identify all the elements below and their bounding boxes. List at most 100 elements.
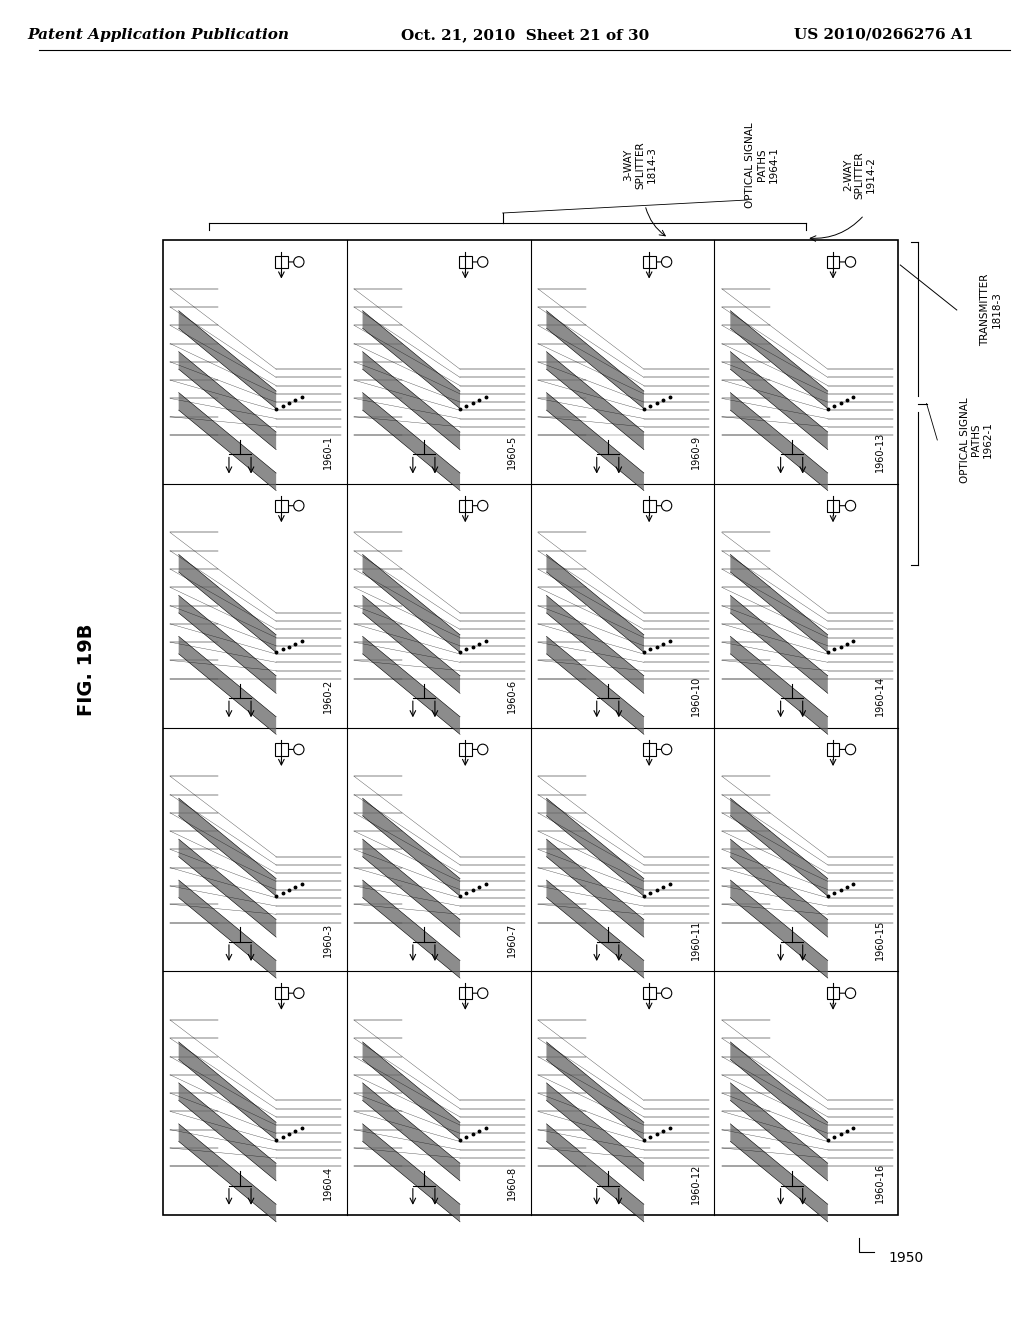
Polygon shape	[730, 310, 827, 409]
Polygon shape	[178, 799, 276, 896]
Polygon shape	[547, 1123, 644, 1222]
Text: Oct. 21, 2010  Sheet 21 of 30: Oct. 21, 2010 Sheet 21 of 30	[401, 28, 649, 42]
Polygon shape	[730, 840, 827, 937]
Circle shape	[662, 987, 672, 998]
Bar	[274, 256, 288, 268]
Polygon shape	[178, 595, 276, 693]
Circle shape	[846, 256, 856, 267]
Bar	[643, 256, 655, 268]
Polygon shape	[730, 392, 827, 491]
Bar	[274, 499, 288, 512]
Circle shape	[846, 500, 856, 511]
Circle shape	[477, 500, 487, 511]
Bar	[643, 743, 655, 755]
Bar	[274, 987, 288, 999]
Text: 1960-13: 1960-13	[874, 432, 885, 473]
Polygon shape	[730, 554, 827, 652]
Text: 1960-3: 1960-3	[324, 923, 333, 957]
Bar	[459, 743, 472, 755]
Bar	[826, 743, 840, 755]
Text: TRANSMITTER
1818-3: TRANSMITTER 1818-3	[980, 273, 1001, 346]
Circle shape	[477, 987, 487, 998]
Polygon shape	[362, 351, 460, 450]
Polygon shape	[178, 1041, 276, 1140]
Circle shape	[294, 987, 304, 998]
Text: 1960-15: 1960-15	[874, 919, 885, 960]
Text: 1960-12: 1960-12	[691, 1163, 701, 1204]
Polygon shape	[178, 880, 276, 978]
Circle shape	[662, 256, 672, 267]
Polygon shape	[547, 392, 644, 491]
Polygon shape	[178, 554, 276, 652]
Polygon shape	[547, 799, 644, 896]
Polygon shape	[730, 880, 827, 978]
Polygon shape	[730, 351, 827, 450]
Polygon shape	[178, 351, 276, 450]
Text: 1960-11: 1960-11	[691, 920, 701, 960]
Bar	[643, 499, 655, 512]
Circle shape	[477, 256, 487, 267]
Polygon shape	[362, 392, 460, 491]
Circle shape	[294, 500, 304, 511]
Text: US 2010/0266276 A1: US 2010/0266276 A1	[794, 28, 974, 42]
Text: 1960-7: 1960-7	[507, 923, 517, 957]
Polygon shape	[547, 1082, 644, 1181]
Polygon shape	[547, 880, 644, 978]
Text: OPTICAL SIGNAL
PATHS
1962-1: OPTICAL SIGNAL PATHS 1962-1	[959, 397, 993, 483]
Polygon shape	[178, 840, 276, 937]
Text: 1960-1: 1960-1	[324, 436, 333, 469]
Circle shape	[662, 500, 672, 511]
Polygon shape	[730, 1041, 827, 1140]
Bar	[459, 499, 472, 512]
Polygon shape	[362, 840, 460, 937]
Bar	[274, 743, 288, 755]
Polygon shape	[362, 1082, 460, 1181]
Polygon shape	[178, 310, 276, 409]
Polygon shape	[362, 1123, 460, 1222]
Polygon shape	[178, 636, 276, 734]
Polygon shape	[362, 554, 460, 652]
Circle shape	[662, 744, 672, 755]
Polygon shape	[547, 595, 644, 693]
Text: 1960-8: 1960-8	[507, 1167, 517, 1200]
Polygon shape	[547, 1041, 644, 1140]
Text: 1960-6: 1960-6	[507, 678, 517, 713]
Text: 1960-16: 1960-16	[874, 1163, 885, 1204]
Polygon shape	[362, 636, 460, 734]
Text: 1960-14: 1960-14	[874, 676, 885, 715]
Circle shape	[846, 987, 856, 998]
Text: OPTICAL SIGNAL
PATHS
1964-1: OPTICAL SIGNAL PATHS 1964-1	[745, 123, 778, 207]
Polygon shape	[547, 351, 644, 450]
Polygon shape	[362, 880, 460, 978]
Polygon shape	[730, 1082, 827, 1181]
Polygon shape	[730, 595, 827, 693]
Bar	[826, 987, 840, 999]
Polygon shape	[178, 392, 276, 491]
Bar	[459, 987, 472, 999]
Polygon shape	[178, 1123, 276, 1222]
Polygon shape	[730, 636, 827, 734]
Polygon shape	[362, 595, 460, 693]
Text: 1960-2: 1960-2	[324, 678, 333, 713]
Text: 1950: 1950	[889, 1251, 924, 1265]
Text: 1960-5: 1960-5	[507, 434, 517, 469]
Polygon shape	[362, 799, 460, 896]
Text: 1960-10: 1960-10	[691, 676, 701, 715]
Text: 2-WAY
SPLITTER
1914-2: 2-WAY SPLITTER 1914-2	[843, 152, 876, 199]
Polygon shape	[547, 554, 644, 652]
Text: 1960-9: 1960-9	[691, 436, 701, 469]
Polygon shape	[178, 1082, 276, 1181]
Polygon shape	[362, 310, 460, 409]
Bar	[163, 240, 898, 1214]
Polygon shape	[547, 636, 644, 734]
Polygon shape	[730, 799, 827, 896]
Text: 3-WAY
SPLITTER
1814-3: 3-WAY SPLITTER 1814-3	[624, 141, 656, 189]
Circle shape	[294, 744, 304, 755]
Circle shape	[846, 744, 856, 755]
Text: 1960-4: 1960-4	[324, 1167, 333, 1200]
Text: Patent Application Publication: Patent Application Publication	[27, 28, 289, 42]
Bar	[826, 499, 840, 512]
Text: FIG. 19B: FIG. 19B	[77, 624, 96, 717]
Circle shape	[477, 744, 487, 755]
Bar	[459, 256, 472, 268]
